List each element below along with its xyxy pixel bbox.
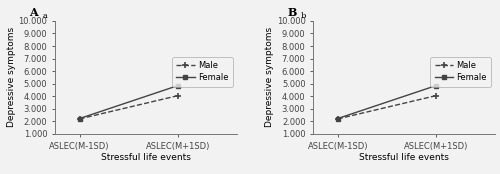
Legend: Male, Female: Male, Female	[430, 57, 491, 87]
Text: a: a	[42, 12, 47, 20]
Y-axis label: Depressive symptoms: Depressive symptoms	[6, 27, 16, 128]
Line: Male: Male	[76, 92, 182, 122]
Line: Female: Female	[336, 83, 438, 121]
Line: Female: Female	[77, 83, 180, 121]
Text: b: b	[300, 12, 306, 20]
Female	[433, 85, 439, 87]
Male	[175, 95, 181, 97]
Text: B: B	[288, 7, 297, 18]
Female	[76, 117, 82, 120]
Female	[175, 85, 181, 87]
Text: A: A	[30, 7, 38, 18]
Line: Male: Male	[334, 92, 440, 122]
Y-axis label: Depressive symptoms: Depressive symptoms	[265, 27, 274, 128]
Legend: Male, Female: Male, Female	[172, 57, 233, 87]
Female	[335, 117, 341, 120]
X-axis label: Stressful life events: Stressful life events	[101, 153, 191, 162]
Male	[335, 118, 341, 120]
Male	[76, 118, 82, 120]
Male	[433, 95, 439, 97]
X-axis label: Stressful life events: Stressful life events	[359, 153, 449, 162]
